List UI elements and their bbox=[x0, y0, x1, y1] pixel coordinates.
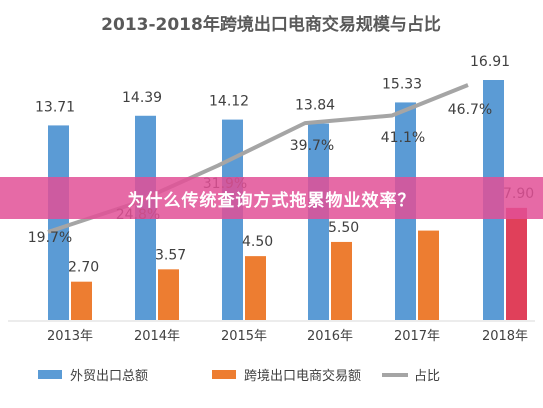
banner-text: 为什么传统查询方式拖累物业效率？ bbox=[127, 190, 416, 211]
data-label-crossborder: 5.50 bbox=[328, 220, 359, 236]
bar-crossborder-ecommerce bbox=[158, 269, 179, 320]
legend-label: 跨境出口电商交易额 bbox=[244, 368, 361, 384]
x-tick-label: 2015年 bbox=[221, 329, 267, 344]
data-label-export-total: 13.71 bbox=[35, 99, 75, 115]
legend-label: 外贸出口总额 bbox=[70, 369, 148, 384]
legend: 外贸出口总额 跨境出口电商交易额 占比 bbox=[38, 368, 440, 384]
data-label-crossborder: 3.57 bbox=[155, 247, 186, 263]
data-label-export-total: 14.12 bbox=[209, 94, 249, 110]
x-tick-label: 2013年 bbox=[47, 329, 93, 344]
x-tick-label: 2018年 bbox=[482, 329, 528, 344]
data-label-crossborder: 4.50 bbox=[242, 234, 273, 250]
legend-label: 占比 bbox=[414, 369, 440, 384]
bar-export-total bbox=[48, 125, 69, 320]
x-tick-label: 2016年 bbox=[307, 329, 353, 344]
data-label-export-total: 16.91 bbox=[470, 54, 510, 70]
data-label-export-total: 15.33 bbox=[382, 76, 422, 92]
data-label-ratio: 19.7% bbox=[28, 230, 72, 246]
data-label-ratio: 41.1% bbox=[381, 130, 425, 146]
x-tick-label: 2014年 bbox=[134, 329, 180, 344]
bar-crossborder-ecommerce bbox=[418, 230, 439, 320]
data-label-ratio: 39.7% bbox=[290, 138, 334, 154]
x-tick-label: 2017年 bbox=[394, 329, 440, 344]
data-label-ratio: 46.7% bbox=[448, 102, 492, 118]
bar-crossborder-ecommerce bbox=[245, 256, 266, 320]
chart-title: 2013-2018年跨境出口电商交易规模与占比 bbox=[101, 14, 441, 35]
bar-export-total bbox=[308, 123, 329, 320]
bar-crossborder-ecommerce bbox=[331, 241, 352, 320]
promo-banner[interactable]: 为什么传统查询方式拖累物业效率？ bbox=[0, 177, 543, 219]
data-label-export-total: 13.84 bbox=[295, 98, 335, 114]
bar-crossborder-ecommerce bbox=[506, 207, 527, 320]
data-label-export-total: 14.39 bbox=[122, 90, 162, 106]
x-tick-labels: 2013年 2014年 2015年 2016年 2017年 2018年 bbox=[47, 329, 528, 344]
legend-swatch bbox=[38, 370, 62, 379]
data-label-crossborder: 2.70 bbox=[68, 260, 99, 276]
legend-swatch bbox=[212, 370, 236, 379]
bar-export-total bbox=[222, 119, 243, 320]
bar-crossborder-ecommerce bbox=[71, 281, 92, 320]
